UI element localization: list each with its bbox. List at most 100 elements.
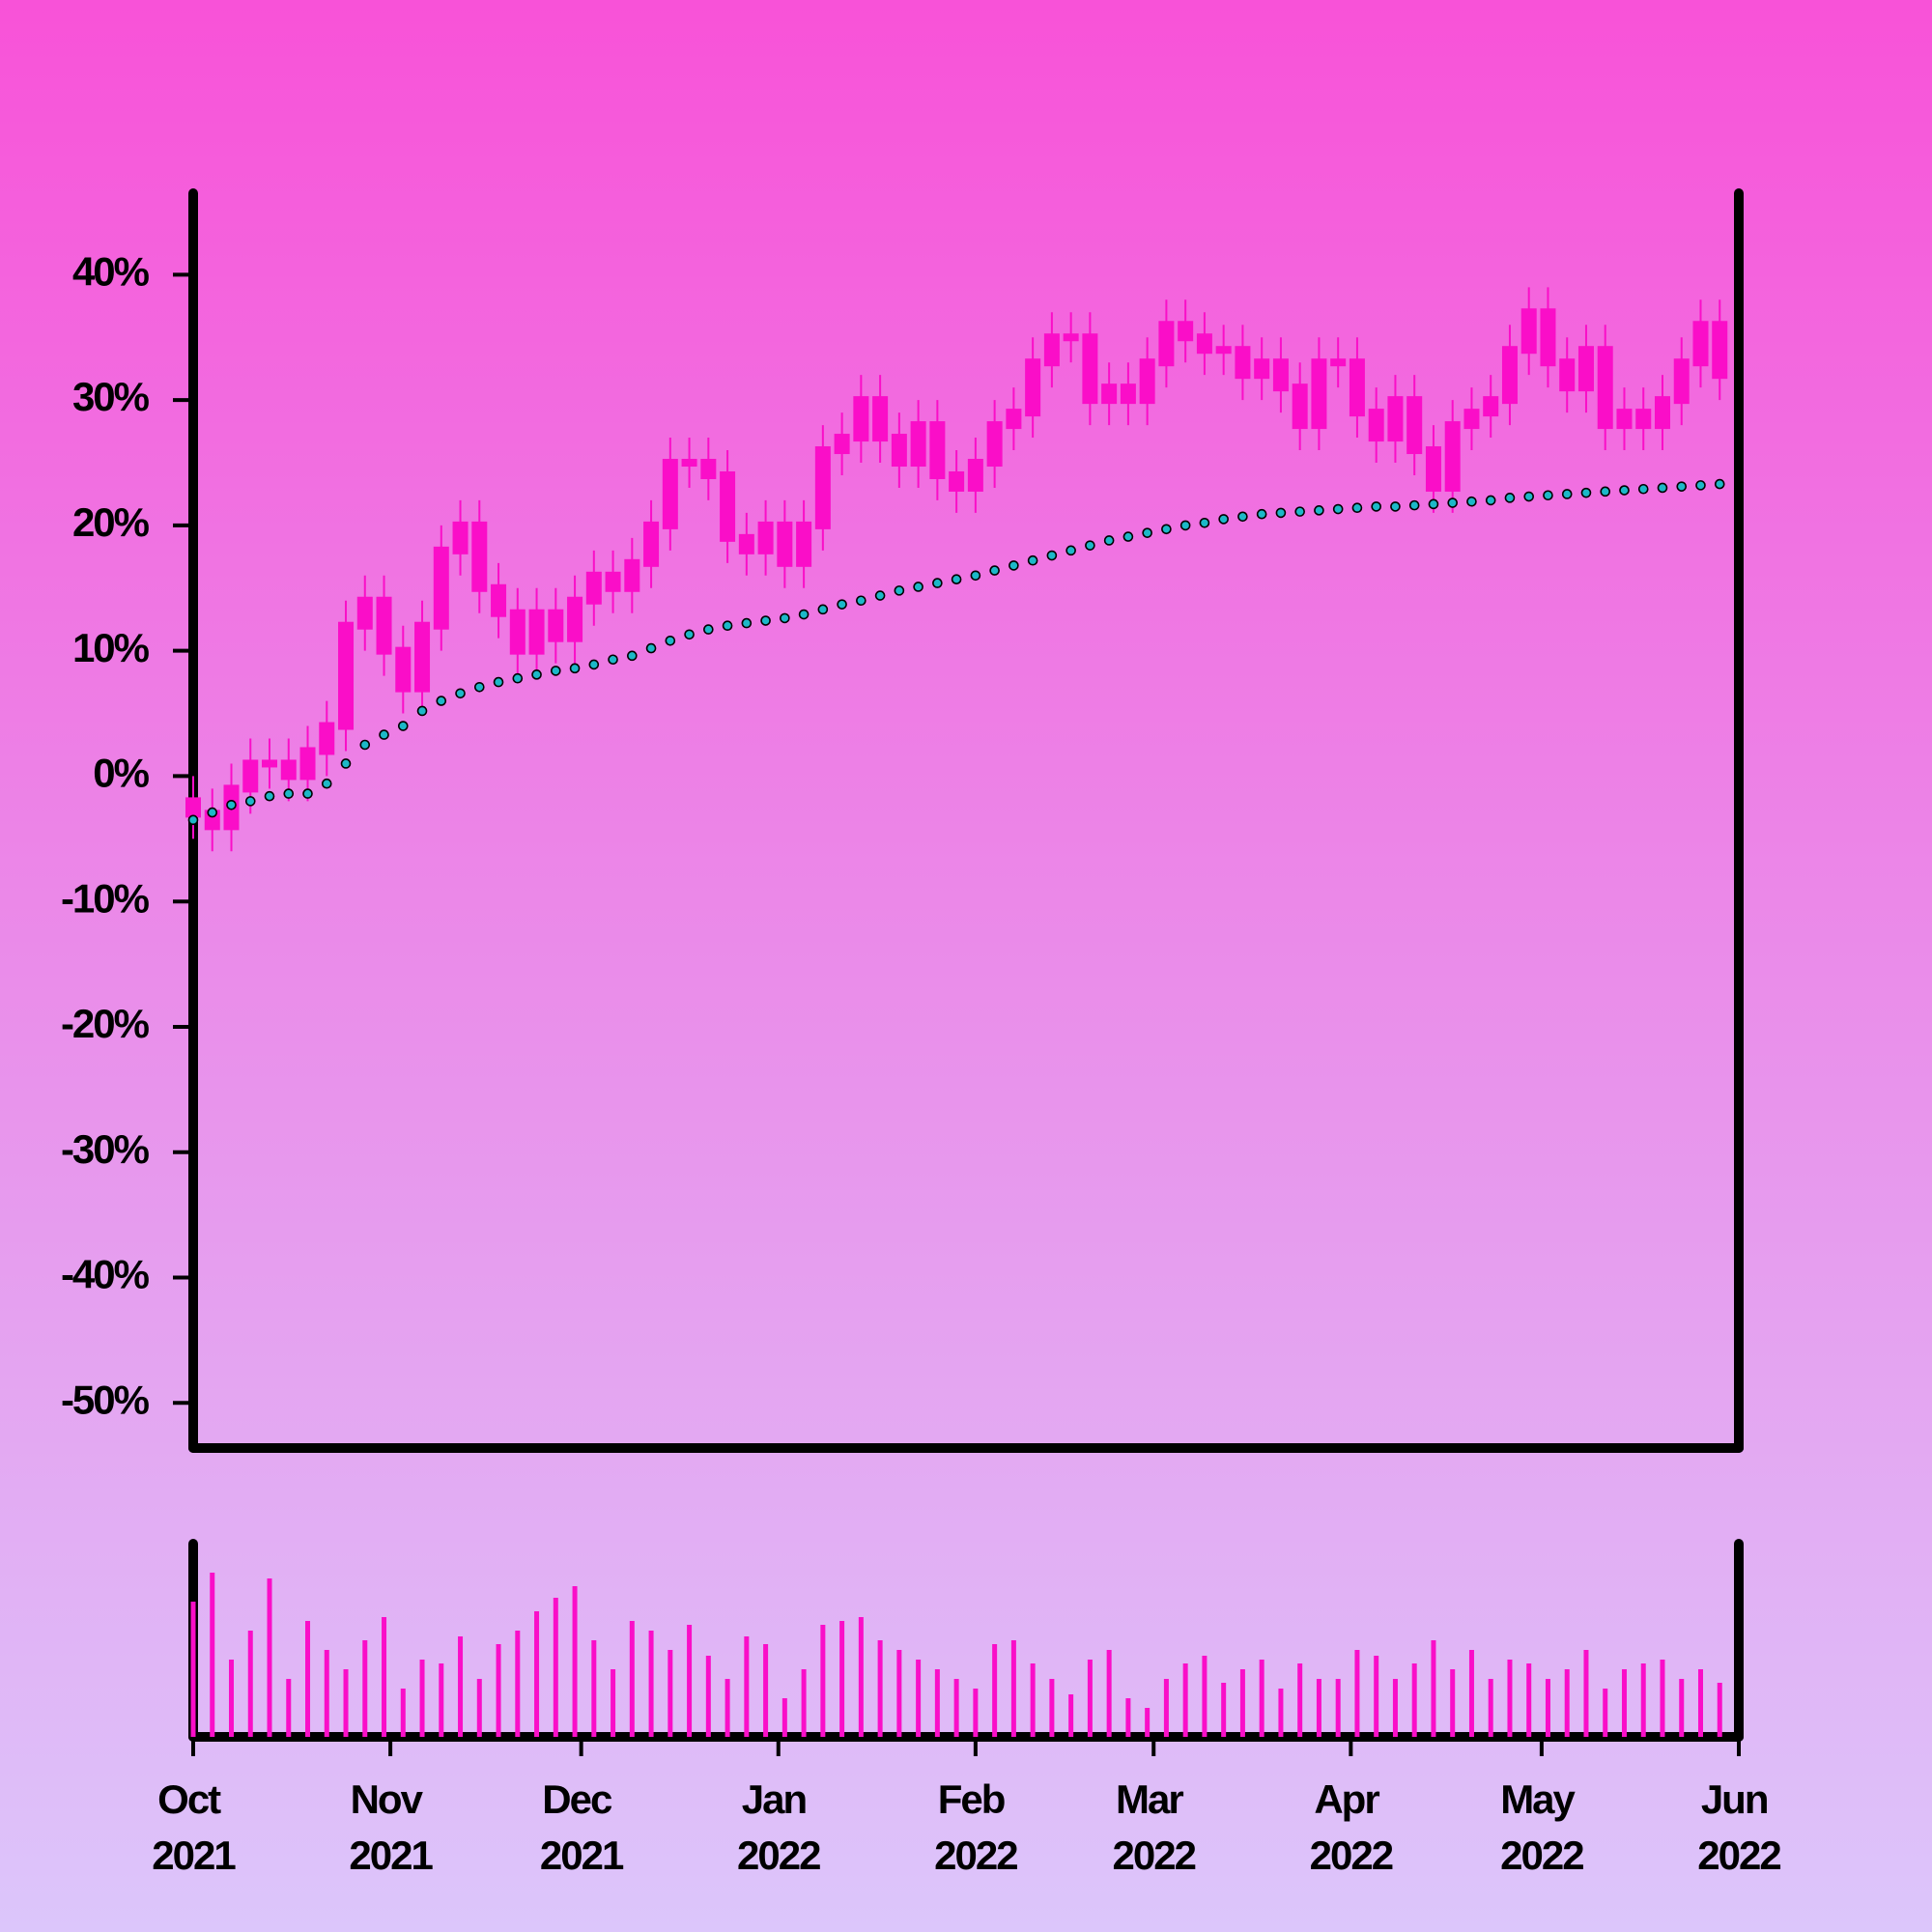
candle-body <box>681 459 697 468</box>
volume-bar <box>896 1650 902 1737</box>
average-dot <box>588 659 600 670</box>
candle-body <box>796 521 812 567</box>
average-dot <box>302 788 313 799</box>
candle-body <box>1673 358 1690 405</box>
candle-body <box>1158 321 1175 367</box>
average-dot <box>1637 483 1649 495</box>
candle-body <box>1483 396 1499 417</box>
volume-bar <box>705 1656 711 1737</box>
average-dot <box>1179 520 1191 531</box>
volume-bar <box>1297 1663 1303 1737</box>
candle-body <box>1330 358 1347 367</box>
moving-average <box>187 478 1725 826</box>
average-dot <box>1657 482 1668 494</box>
volume-bar <box>839 1621 845 1737</box>
average-dot <box>1695 480 1706 491</box>
candle-body <box>1577 346 1594 392</box>
y-tick-label: 40% <box>72 248 150 294</box>
candle-body <box>1520 308 1537 355</box>
candle-body <box>528 609 545 655</box>
candle-body <box>1444 421 1461 492</box>
candle-body <box>1635 409 1652 430</box>
volume-bar <box>1640 1663 1646 1737</box>
volume-bar <box>1564 1669 1570 1737</box>
average-dot <box>1275 507 1287 519</box>
average-dot <box>1619 485 1630 496</box>
candle-body <box>1368 409 1384 442</box>
volume-bar <box>476 1679 482 1737</box>
average-dot <box>608 654 618 666</box>
average-dot <box>1237 511 1248 523</box>
candle-body <box>1196 333 1212 355</box>
candle-body <box>891 434 907 468</box>
candle-body <box>452 521 469 554</box>
candle-body <box>986 421 1003 468</box>
volume-bar <box>515 1631 521 1737</box>
average-dot <box>1065 545 1076 556</box>
volume-bar <box>591 1640 597 1737</box>
average-dot <box>1256 508 1267 520</box>
average-dot <box>416 705 428 717</box>
x-tick-label: Mar 2022 <box>1113 1776 1196 1878</box>
x-tick-label: Oct 2021 <box>152 1776 236 1878</box>
candle-body <box>1349 358 1365 417</box>
average-dot <box>684 629 695 640</box>
average-dot <box>1600 486 1611 497</box>
volume-bar <box>267 1578 272 1737</box>
average-dot <box>359 739 371 751</box>
candle-body <box>319 722 335 755</box>
candle-body <box>1025 358 1041 417</box>
volume-bar <box>1583 1650 1589 1737</box>
average-dot <box>856 595 867 607</box>
volume-bar <box>877 1640 883 1737</box>
volume-bar <box>1488 1679 1493 1737</box>
volume-bar <box>439 1663 444 1737</box>
candle-body <box>1712 321 1728 380</box>
volume-bar <box>343 1669 349 1737</box>
y-tick-label: 0% <box>93 751 149 796</box>
candle-body <box>509 609 526 655</box>
volume-bar <box>305 1621 311 1737</box>
average-dot <box>989 565 1000 576</box>
average-dot <box>703 624 714 635</box>
volume-bar <box>629 1621 635 1737</box>
average-dot <box>627 650 638 662</box>
volume-bar <box>1507 1660 1513 1737</box>
candle-body <box>1043 333 1060 367</box>
volume-bar <box>286 1679 292 1737</box>
candle-body <box>1654 396 1670 430</box>
volume-bar <box>1182 1663 1188 1737</box>
candle-body <box>1559 358 1576 392</box>
candles <box>185 287 1728 852</box>
volume-bar <box>1468 1650 1474 1737</box>
volume-bar <box>1374 1656 1379 1737</box>
x-tick-label: Jun 2022 <box>1697 1776 1780 1878</box>
average-dot <box>531 669 542 680</box>
volume-bar <box>668 1650 673 1737</box>
average-dot <box>1390 501 1401 512</box>
volume-bar <box>916 1660 922 1737</box>
volume-bar <box>382 1617 387 1737</box>
candle-body <box>338 621 355 730</box>
volume-bar <box>611 1669 616 1737</box>
average-dot <box>569 663 581 674</box>
candle-body <box>1463 409 1480 430</box>
candle-body <box>1292 384 1308 430</box>
volume-bar <box>496 1644 501 1737</box>
candle-body <box>872 396 889 442</box>
candle-body <box>1120 384 1136 405</box>
candle-body <box>491 583 507 617</box>
candle-body <box>777 521 793 567</box>
volume-bar <box>362 1640 368 1737</box>
average-dot <box>1142 527 1152 538</box>
volume-bar <box>820 1625 826 1737</box>
average-dot <box>1485 495 1496 506</box>
average-dot <box>913 582 923 592</box>
average-dot <box>837 599 847 610</box>
volume-bar <box>1660 1660 1665 1737</box>
candle-body <box>376 596 392 655</box>
average-dot <box>379 729 389 740</box>
candle-body <box>242 759 259 793</box>
average-dot <box>1332 503 1344 515</box>
average-dot <box>1408 499 1420 511</box>
